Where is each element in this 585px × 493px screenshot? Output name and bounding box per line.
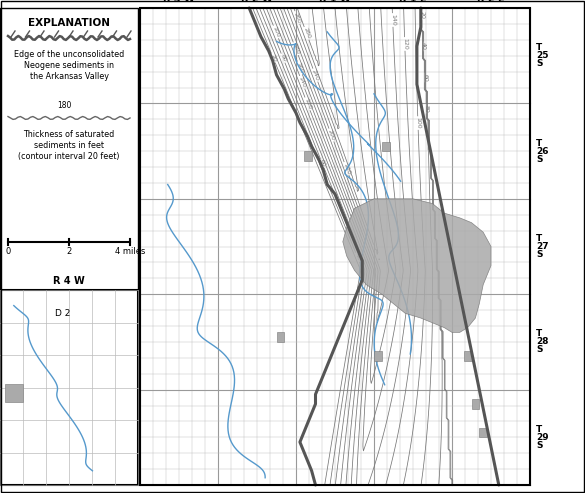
Bar bbox=[464, 352, 472, 361]
Text: T
27
S: T 27 S bbox=[536, 234, 549, 259]
Text: R 3 W: R 3 W bbox=[163, 0, 195, 4]
Text: D 2: D 2 bbox=[55, 309, 71, 318]
Bar bbox=[472, 399, 479, 409]
Bar bbox=[304, 151, 312, 161]
Text: 120: 120 bbox=[303, 98, 312, 110]
Text: 240: 240 bbox=[311, 69, 320, 81]
Text: Thickness of saturated
sediments in feet
(contour interval 20 feet): Thickness of saturated sediments in feet… bbox=[18, 130, 120, 161]
Text: 40: 40 bbox=[421, 42, 426, 50]
Text: R 2 W: R 2 W bbox=[241, 0, 273, 4]
Bar bbox=[374, 352, 382, 361]
Text: 120: 120 bbox=[402, 38, 408, 50]
Bar bbox=[479, 428, 487, 437]
Text: R 1 W: R 1 W bbox=[319, 0, 351, 4]
Text: 140: 140 bbox=[390, 14, 395, 26]
Text: 260: 260 bbox=[293, 11, 302, 24]
Text: R 2 E: R 2 E bbox=[477, 0, 505, 4]
Text: 4 miles: 4 miles bbox=[115, 247, 145, 256]
Text: 0: 0 bbox=[5, 247, 11, 256]
Text: EXPLANATION: EXPLANATION bbox=[28, 18, 110, 28]
Text: Edge of the unconsolidated
Neogene sediments in
the Arkansas Valley: Edge of the unconsolidated Neogene sedim… bbox=[14, 50, 124, 81]
Text: 60: 60 bbox=[318, 159, 326, 168]
Bar bbox=[5, 384, 23, 402]
Text: 220: 220 bbox=[342, 162, 351, 175]
Text: 160: 160 bbox=[295, 62, 304, 74]
Text: 60: 60 bbox=[422, 73, 427, 81]
Text: 2: 2 bbox=[66, 247, 71, 256]
Text: R 4 W: R 4 W bbox=[53, 276, 85, 286]
Text: 80: 80 bbox=[424, 105, 429, 112]
Text: T
25
S: T 25 S bbox=[536, 43, 549, 68]
Text: T
26
S: T 26 S bbox=[536, 139, 549, 164]
Polygon shape bbox=[343, 199, 491, 332]
Bar bbox=[0, 290, 138, 485]
Text: T
29
S: T 29 S bbox=[536, 425, 549, 450]
Text: 80: 80 bbox=[279, 54, 287, 63]
Bar bbox=[0, 8, 138, 290]
Text: 20: 20 bbox=[270, 53, 277, 63]
Text: R 1 E: R 1 E bbox=[399, 0, 427, 4]
Text: 20: 20 bbox=[419, 11, 424, 19]
Text: 40: 40 bbox=[354, 253, 362, 262]
Text: 200: 200 bbox=[327, 129, 336, 141]
Bar bbox=[277, 332, 284, 342]
Bar bbox=[382, 141, 390, 151]
Text: 100: 100 bbox=[271, 26, 280, 38]
Text: 180: 180 bbox=[57, 101, 71, 110]
Text: 180: 180 bbox=[291, 42, 300, 55]
Bar bbox=[140, 8, 530, 485]
Text: T
28
S: T 28 S bbox=[536, 329, 549, 354]
Text: 100: 100 bbox=[415, 117, 421, 129]
Text: 280: 280 bbox=[302, 27, 311, 40]
Text: 140: 140 bbox=[298, 76, 307, 89]
